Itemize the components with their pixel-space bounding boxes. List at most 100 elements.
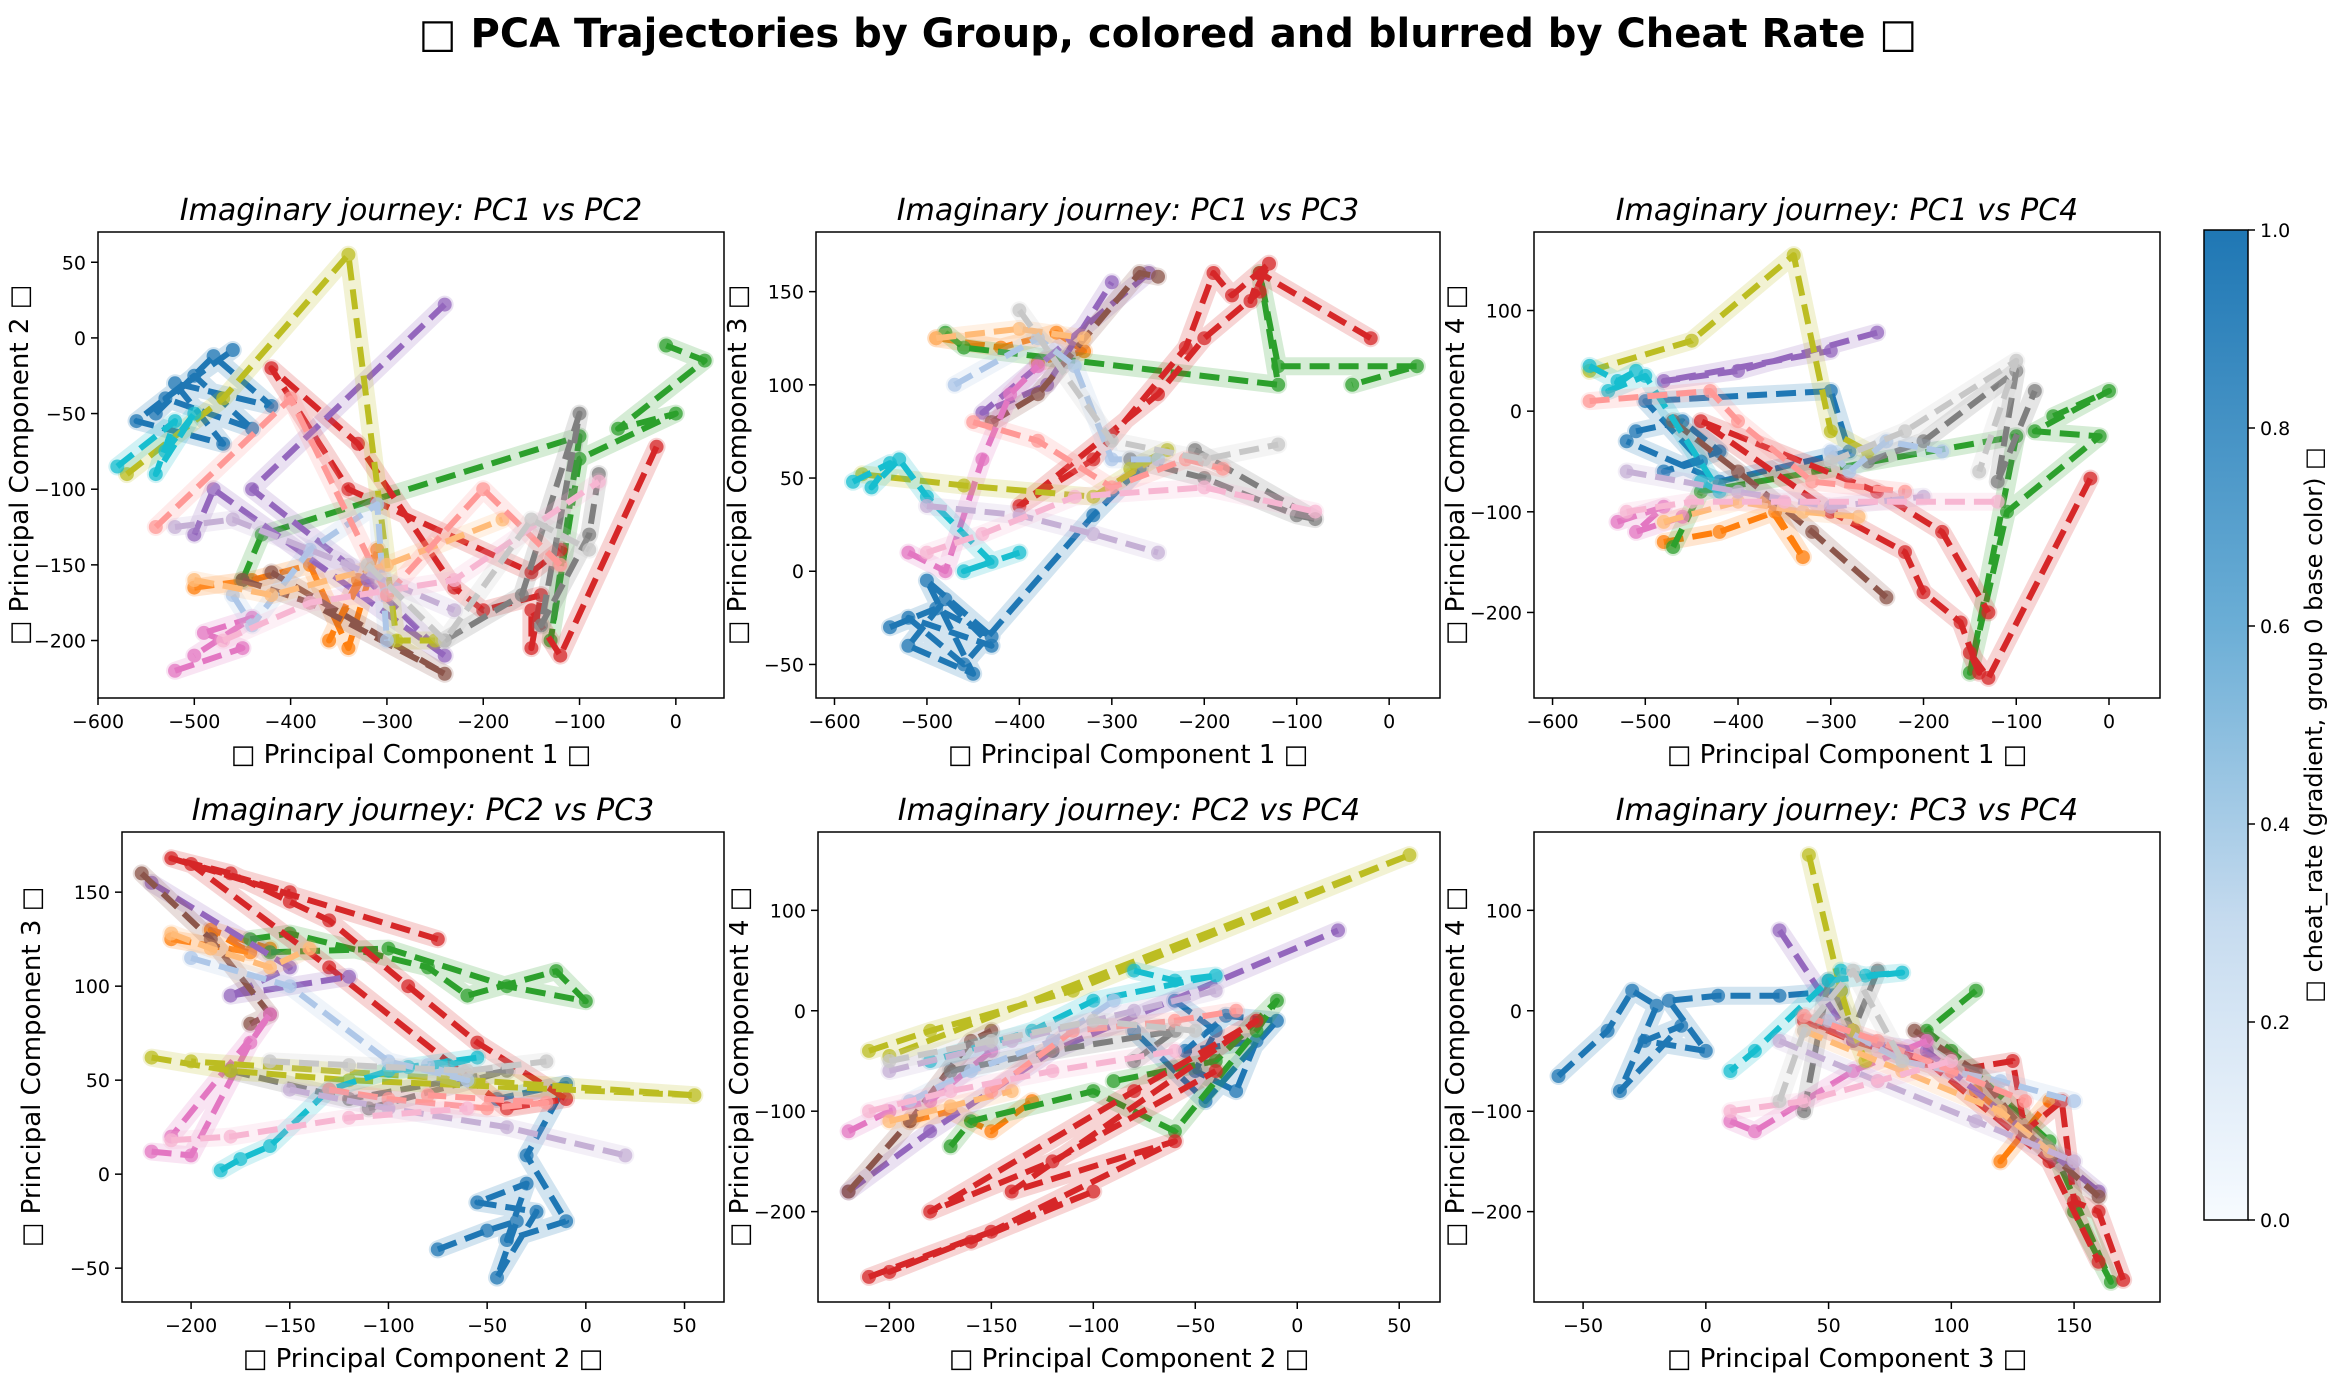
data-point	[1104, 433, 1119, 448]
data-point	[1919, 1033, 1934, 1048]
y-tick-label: 0	[74, 328, 86, 350]
data-point	[1208, 983, 1223, 998]
data-point	[1208, 1064, 1223, 1078]
x-tick-label: −300	[1086, 711, 1138, 733]
data-point	[263, 945, 277, 960]
data-point	[1045, 1033, 1060, 1048]
colorbar-ticks: 0.0 0.2 0.4 0.6 0.8 1.0	[2248, 220, 2290, 1232]
x-tick-label: −50	[467, 1315, 507, 1337]
data-point	[514, 588, 529, 603]
data-point	[1243, 294, 1258, 308]
data-point	[1127, 1084, 1142, 1099]
data-point	[420, 1088, 435, 1103]
data-point	[223, 1129, 238, 1144]
data-point	[1823, 343, 1838, 358]
data-point	[1656, 374, 1671, 388]
series-line	[1663, 498, 1859, 525]
data-point	[1993, 1154, 2008, 1169]
data-point	[1747, 1043, 1762, 1058]
colorbar-tick-label: 0.8	[2260, 418, 2290, 440]
data-point	[1797, 1104, 1811, 1119]
data-point	[1846, 963, 1861, 978]
data-point	[216, 391, 231, 406]
x-axis-label: □ Principal Component 1 □	[231, 740, 591, 770]
data-point	[379, 633, 394, 648]
series-line	[269, 1058, 547, 1074]
x-axis-label: □ Principal Component 1 □	[948, 740, 1308, 770]
data-point	[1067, 489, 1082, 504]
data-point	[184, 951, 199, 965]
data-point	[168, 376, 182, 391]
data-point	[919, 545, 934, 560]
data-point	[956, 340, 971, 355]
data-point	[1649, 998, 1664, 1013]
data-point	[984, 1124, 999, 1139]
data-point	[1331, 923, 1345, 938]
data-point	[1610, 374, 1625, 388]
data-point	[1012, 545, 1027, 560]
data-point	[223, 866, 238, 881]
data-point	[901, 545, 916, 560]
y-tick-label: −50	[46, 404, 86, 426]
y-tick-label: 100	[1486, 301, 1522, 323]
y-tick-label: −50	[764, 654, 804, 676]
data-point	[1409, 359, 1424, 374]
data-point	[1269, 993, 1284, 1008]
data-point	[322, 633, 337, 648]
data-point	[495, 512, 510, 527]
series-line	[1805, 854, 1869, 1063]
series-line	[888, 1017, 1196, 1064]
data-point	[1003, 387, 1018, 402]
y-tick-label: 0	[1510, 401, 1522, 423]
series-line	[365, 516, 591, 644]
y-axis-label: □ Principal Component 4 □	[725, 887, 755, 1247]
data-point	[882, 1054, 897, 1068]
series-line	[1616, 503, 1684, 535]
data-point	[1684, 494, 1699, 509]
data-point	[1795, 504, 1810, 519]
data-point	[235, 573, 250, 587]
y-axis-label: □ Principal Component 4 □	[1441, 285, 1471, 645]
colorbar-label: □ cheat_rate (gradient, group 0 base col…	[2300, 447, 2328, 1003]
data-point	[460, 1063, 475, 1078]
axes-frame	[1533, 231, 2161, 699]
y-tick-label: −200	[34, 631, 86, 653]
data-point	[1693, 414, 1708, 429]
series-line	[125, 251, 436, 644]
data-point	[1795, 550, 1810, 565]
data-point	[1206, 266, 1221, 280]
data-point	[144, 1144, 159, 1159]
figure-title: □ PCA Trajectories by Group, colored and…	[419, 11, 1917, 57]
data-point	[1944, 1064, 1959, 1078]
data-point	[882, 1064, 897, 1078]
series-group	[108, 245, 714, 683]
y-tick-label: −100	[34, 479, 86, 501]
colorbar-tick-label: 0.2	[2260, 1012, 2290, 1034]
data-point	[2018, 1094, 2032, 1109]
data-point	[901, 610, 916, 625]
data-point	[322, 1082, 337, 1097]
data-point	[1666, 540, 1681, 554]
colorbar: 0.0 0.2 0.4 0.6 0.8 1.0 □ cheat_rate (gradien…	[2203, 220, 2328, 1232]
y-tick-label: −150	[34, 555, 86, 577]
data-point	[862, 1269, 876, 1284]
colorbar-tick-label: 0.4	[2260, 814, 2290, 836]
data-point	[2009, 353, 2024, 368]
data-point	[1132, 266, 1147, 280]
data-point	[964, 1234, 978, 1249]
data-point	[1805, 524, 1820, 539]
x-tick-label: −200	[1178, 711, 1230, 733]
y-tick-label: 100	[1486, 900, 1522, 922]
x-tick-label: −100	[1990, 711, 2042, 733]
data-point	[187, 406, 202, 421]
colorbar-gradient	[2203, 229, 2249, 1221]
data-point	[302, 595, 317, 610]
series-group	[1580, 246, 2118, 687]
x-tick-label: −500	[168, 711, 220, 733]
data-point	[1823, 454, 1838, 469]
data-point	[1582, 394, 1597, 409]
data-point	[282, 885, 297, 900]
data-point	[1086, 993, 1101, 1008]
series-line	[1777, 928, 2101, 1194]
data-point	[1823, 424, 1838, 439]
